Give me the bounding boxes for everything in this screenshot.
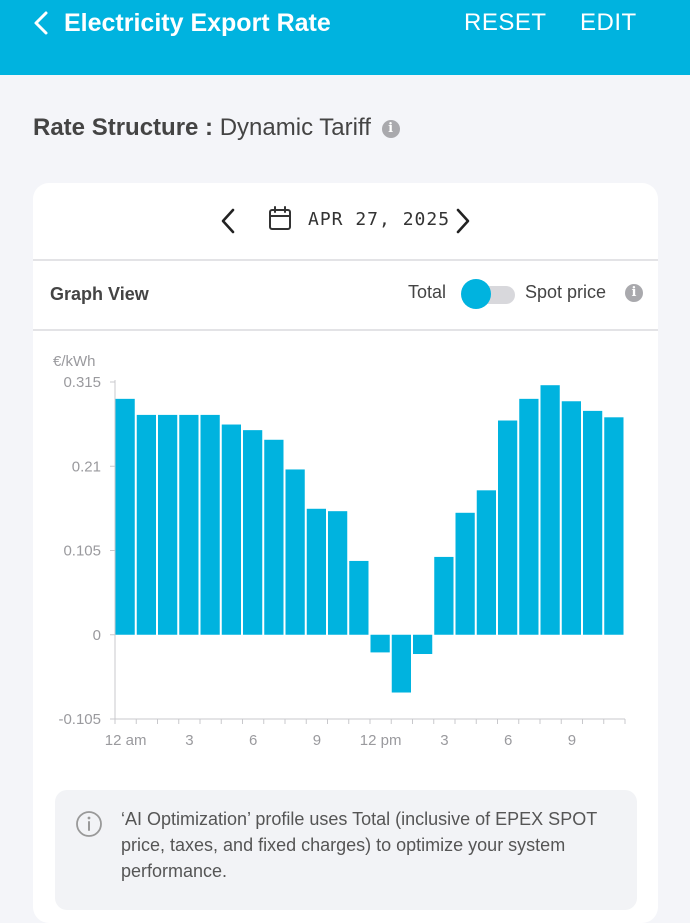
edit-button[interactable]: EDIT [580, 9, 637, 36]
y-tick-label: 0 [93, 627, 101, 644]
chart-bar [349, 560, 369, 635]
y-tick-label: 0.315 [63, 374, 101, 391]
graph-view-title: Graph View [50, 284, 149, 304]
chart-bar [136, 414, 156, 635]
y-tick-label: 0.21 [72, 458, 101, 475]
y-tick-label: -0.105 [58, 711, 101, 728]
next-day-button[interactable] [451, 205, 475, 237]
chart-bar [561, 401, 581, 635]
total-spot-toggle[interactable] [461, 279, 517, 309]
notice-text: ‘AI Optimization’ profile uses Total (in… [121, 809, 597, 881]
chart-bar [455, 512, 475, 635]
toggle-knob [461, 279, 491, 309]
chart-bar [115, 398, 135, 635]
reset-button[interactable]: RESET [464, 9, 547, 36]
chart-bar [243, 430, 263, 635]
date-navigator: APR 27, 2025 [33, 183, 658, 261]
chart-bar [158, 414, 178, 635]
prev-day-button[interactable] [216, 205, 240, 237]
rate-structure-label: Rate Structure : [33, 114, 214, 141]
chart-bar [519, 398, 539, 635]
chart-bar [604, 417, 624, 635]
rate-structure-row: Rate Structure : Dynamic Tariff i [33, 112, 400, 144]
chart-bar [498, 420, 518, 635]
chart-bar [264, 439, 284, 635]
y-tick-label: 0.105 [63, 543, 101, 560]
info-notice: ‘AI Optimization’ profile uses Total (in… [55, 790, 637, 910]
chart-bar [328, 511, 348, 635]
x-tick-label: 12 am [105, 732, 147, 749]
x-tick-label: 3 [185, 732, 193, 749]
rate-structure-value: Dynamic Tariff [219, 114, 371, 141]
y-axis-unit-label: €/kWh [53, 353, 96, 370]
x-tick-label: 12 pm [360, 732, 402, 749]
spot-price-label[interactable]: Spot price [525, 282, 607, 302]
chevron-left-icon[interactable] [30, 9, 54, 37]
chart-bar [306, 508, 326, 635]
chart-bar [413, 634, 433, 655]
chart-bar [540, 385, 560, 635]
app-header: Electricity Export Rate RESET EDIT [0, 0, 690, 75]
chart-bar [370, 634, 390, 653]
calendar-icon[interactable] [268, 206, 292, 232]
date-label[interactable]: APR 27, 2025 [308, 209, 451, 230]
chart-bar [285, 469, 305, 635]
graph-view-row: Graph View Total Spot price i [33, 261, 658, 331]
info-circle-icon [76, 811, 102, 837]
x-tick-label: 3 [440, 732, 448, 749]
total-label[interactable]: Total [408, 282, 447, 302]
chart-bar [221, 424, 241, 635]
chart-bar [200, 414, 220, 635]
x-tick-label: 6 [249, 732, 257, 749]
chart-bar [434, 556, 454, 635]
chart-bar [583, 410, 603, 635]
info-icon[interactable]: i [381, 119, 400, 138]
chart-bar [391, 634, 411, 693]
x-tick-label: 9 [313, 732, 321, 749]
chart-bar [476, 490, 496, 635]
chart-bar [179, 414, 199, 635]
spot-price-info-icon[interactable]: i [625, 284, 643, 302]
x-tick-label: 9 [568, 732, 576, 749]
x-tick-label: 6 [504, 732, 512, 749]
page-title: Electricity Export Rate [64, 9, 331, 37]
